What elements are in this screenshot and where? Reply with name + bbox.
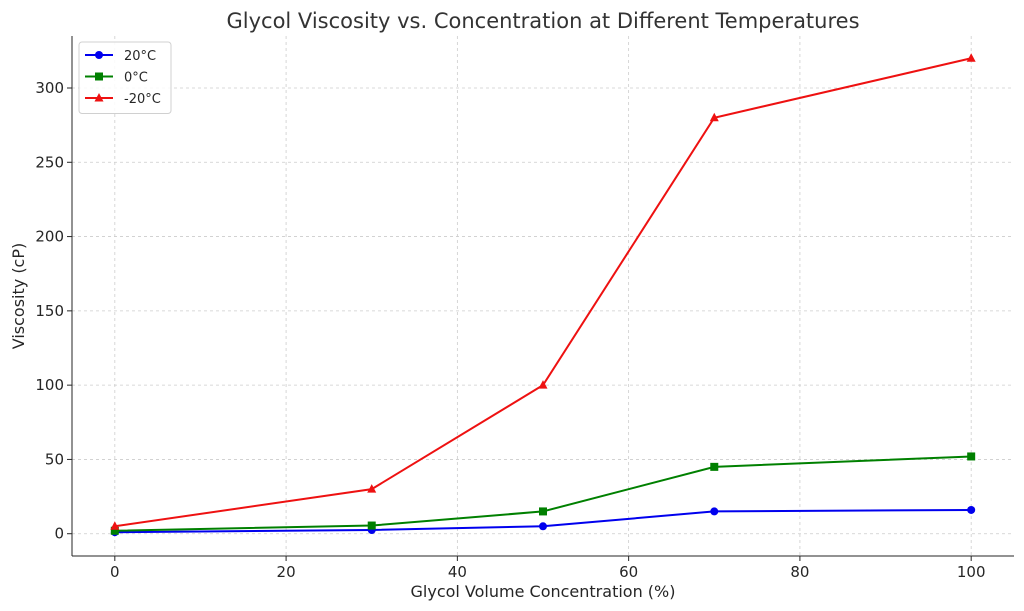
legend-label: 0°C bbox=[124, 71, 148, 86]
legend-item: 20°C bbox=[85, 49, 156, 64]
data-point bbox=[967, 505, 976, 514]
x-axis-ticks: 0 20 40 60 80 100 bbox=[110, 556, 986, 581]
data-point bbox=[967, 452, 976, 461]
data-point bbox=[110, 526, 119, 535]
x-tick-label: 60 bbox=[619, 563, 638, 581]
legend-item: -20°C bbox=[85, 92, 161, 107]
series-line bbox=[114, 57, 972, 528]
y-tick-label: 150 bbox=[35, 302, 64, 320]
axes bbox=[71, 36, 1014, 557]
legend-box bbox=[78, 41, 172, 114]
y-axis-label: Viscosity (cP) bbox=[9, 243, 28, 350]
x-tick-label: 100 bbox=[957, 563, 986, 581]
data-point bbox=[710, 507, 719, 516]
series-3 bbox=[110, 53, 976, 530]
y-tick-label: 250 bbox=[35, 153, 64, 171]
legend-marker bbox=[95, 72, 103, 81]
data-point bbox=[709, 112, 719, 122]
y-tick-label: 100 bbox=[35, 376, 64, 394]
y-tick-label: 50 bbox=[45, 450, 64, 468]
legend-marker bbox=[94, 93, 104, 102]
legend: 20°C 0°C -20°C bbox=[78, 41, 172, 114]
legend-item: 0°C bbox=[85, 71, 148, 86]
data-point bbox=[367, 484, 377, 493]
x-tick-label: 20 bbox=[277, 563, 296, 581]
y-tick-label: 200 bbox=[35, 228, 64, 246]
x-tick-label: 0 bbox=[110, 563, 120, 581]
data-point bbox=[110, 521, 120, 530]
data-point bbox=[539, 507, 547, 516]
y-axis-ticks: 0 50 100 150 200 250 300 bbox=[35, 79, 72, 543]
data-point bbox=[539, 522, 547, 531]
legend-label: 20°C bbox=[124, 49, 156, 64]
x-tick-label: 80 bbox=[790, 563, 809, 581]
y-tick-label: 0 bbox=[54, 525, 64, 543]
x-tick-label: 40 bbox=[448, 563, 467, 581]
legend-label: -20°C bbox=[124, 92, 161, 107]
series-line bbox=[114, 455, 972, 532]
chart-title: Glycol Viscosity vs. Concentration at Di… bbox=[226, 9, 859, 33]
series-lines bbox=[110, 53, 976, 537]
series-2 bbox=[110, 452, 976, 535]
x-axis-label: Glycol Volume Concentration (%) bbox=[411, 582, 676, 601]
y-tick-label: 300 bbox=[35, 79, 64, 97]
data-point bbox=[367, 521, 376, 530]
data-point bbox=[538, 380, 548, 389]
data-point bbox=[966, 53, 976, 62]
data-point bbox=[710, 462, 719, 471]
grid bbox=[72, 36, 1014, 556]
legend-marker bbox=[95, 51, 103, 59]
